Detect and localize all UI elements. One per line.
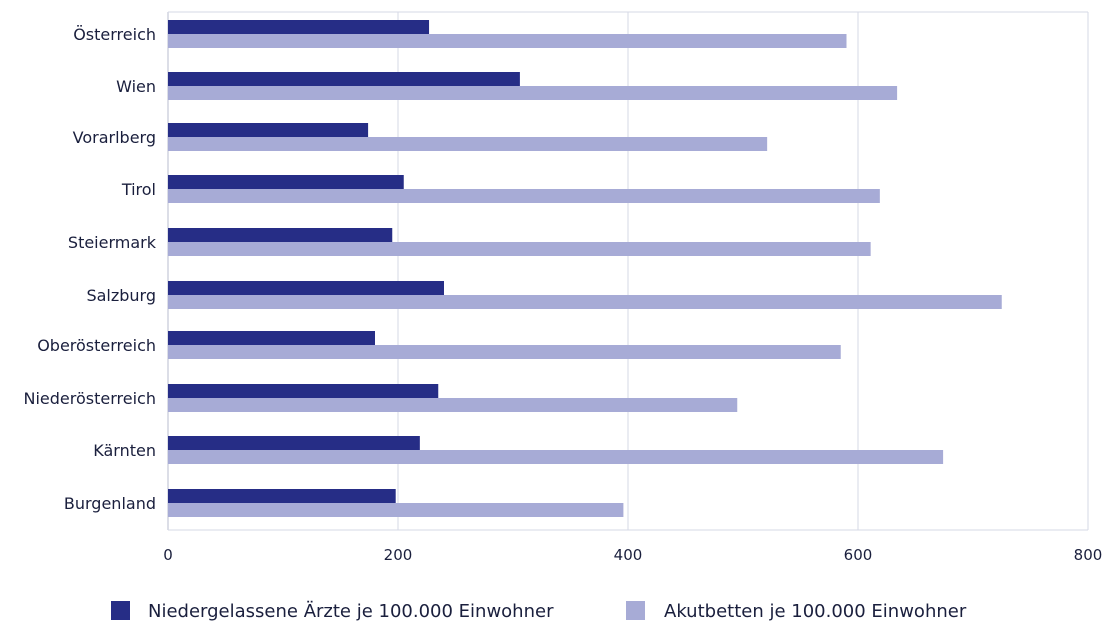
legend-swatch-aerzte [111, 601, 130, 620]
bar-aerzte-7 [168, 384, 439, 398]
bar-akutbetten-9 [168, 503, 624, 517]
category-label: Österreich [73, 25, 156, 44]
x-tick-label: 200 [384, 546, 413, 564]
bar-akutbetten-5 [168, 295, 1002, 309]
x-tick-label: 400 [614, 546, 643, 564]
bar-aerzte-0 [168, 20, 430, 34]
bars [168, 20, 1002, 517]
bar-akutbetten-0 [168, 34, 847, 48]
category-label: Kärnten [93, 441, 156, 460]
category-label: Niederösterreich [24, 389, 156, 408]
bar-aerzte-4 [168, 228, 393, 242]
category-label: Burgenland [64, 494, 156, 513]
bar-akutbetten-6 [168, 345, 841, 359]
bar-aerzte-9 [168, 489, 396, 503]
bar-aerzte-8 [168, 436, 420, 450]
category-label: Salzburg [86, 286, 156, 305]
bar-aerzte-1 [168, 72, 520, 86]
bar-aerzte-5 [168, 281, 444, 295]
bar-aerzte-6 [168, 331, 375, 345]
x-tick-labels: 0 200 400 600 800 [163, 546, 1102, 564]
bar-aerzte-2 [168, 123, 369, 137]
legend-label-akutbetten: Akutbetten je 100.000 Einwohner [664, 601, 967, 622]
category-labels: Österreich Wien Vorarlberg Tirol Steiermark S… [24, 25, 157, 513]
category-label: Tirol [121, 180, 156, 199]
bar-aerzte-3 [168, 175, 404, 189]
x-tick-label: 800 [1074, 546, 1103, 564]
legend-swatch-akutbetten [626, 601, 645, 620]
bar-akutbetten-4 [168, 242, 871, 256]
bar-akutbetten-8 [168, 450, 944, 464]
category-label: Wien [116, 77, 156, 96]
x-tick-label: 600 [844, 546, 873, 564]
bar-akutbetten-7 [168, 398, 738, 412]
x-tick-label: 0 [163, 546, 173, 564]
category-label: Steiermark [68, 233, 157, 252]
category-label: Oberösterreich [37, 336, 156, 355]
category-label: Vorarlberg [73, 128, 156, 147]
legend: Niedergelassene Ärzte je 100.000 Einwohn… [111, 601, 967, 622]
bar-akutbetten-3 [168, 189, 880, 203]
bar-akutbetten-2 [168, 137, 768, 151]
legend-label-aerzte: Niedergelassene Ärzte je 100.000 Einwohn… [148, 601, 554, 622]
bar-akutbetten-1 [168, 86, 898, 100]
